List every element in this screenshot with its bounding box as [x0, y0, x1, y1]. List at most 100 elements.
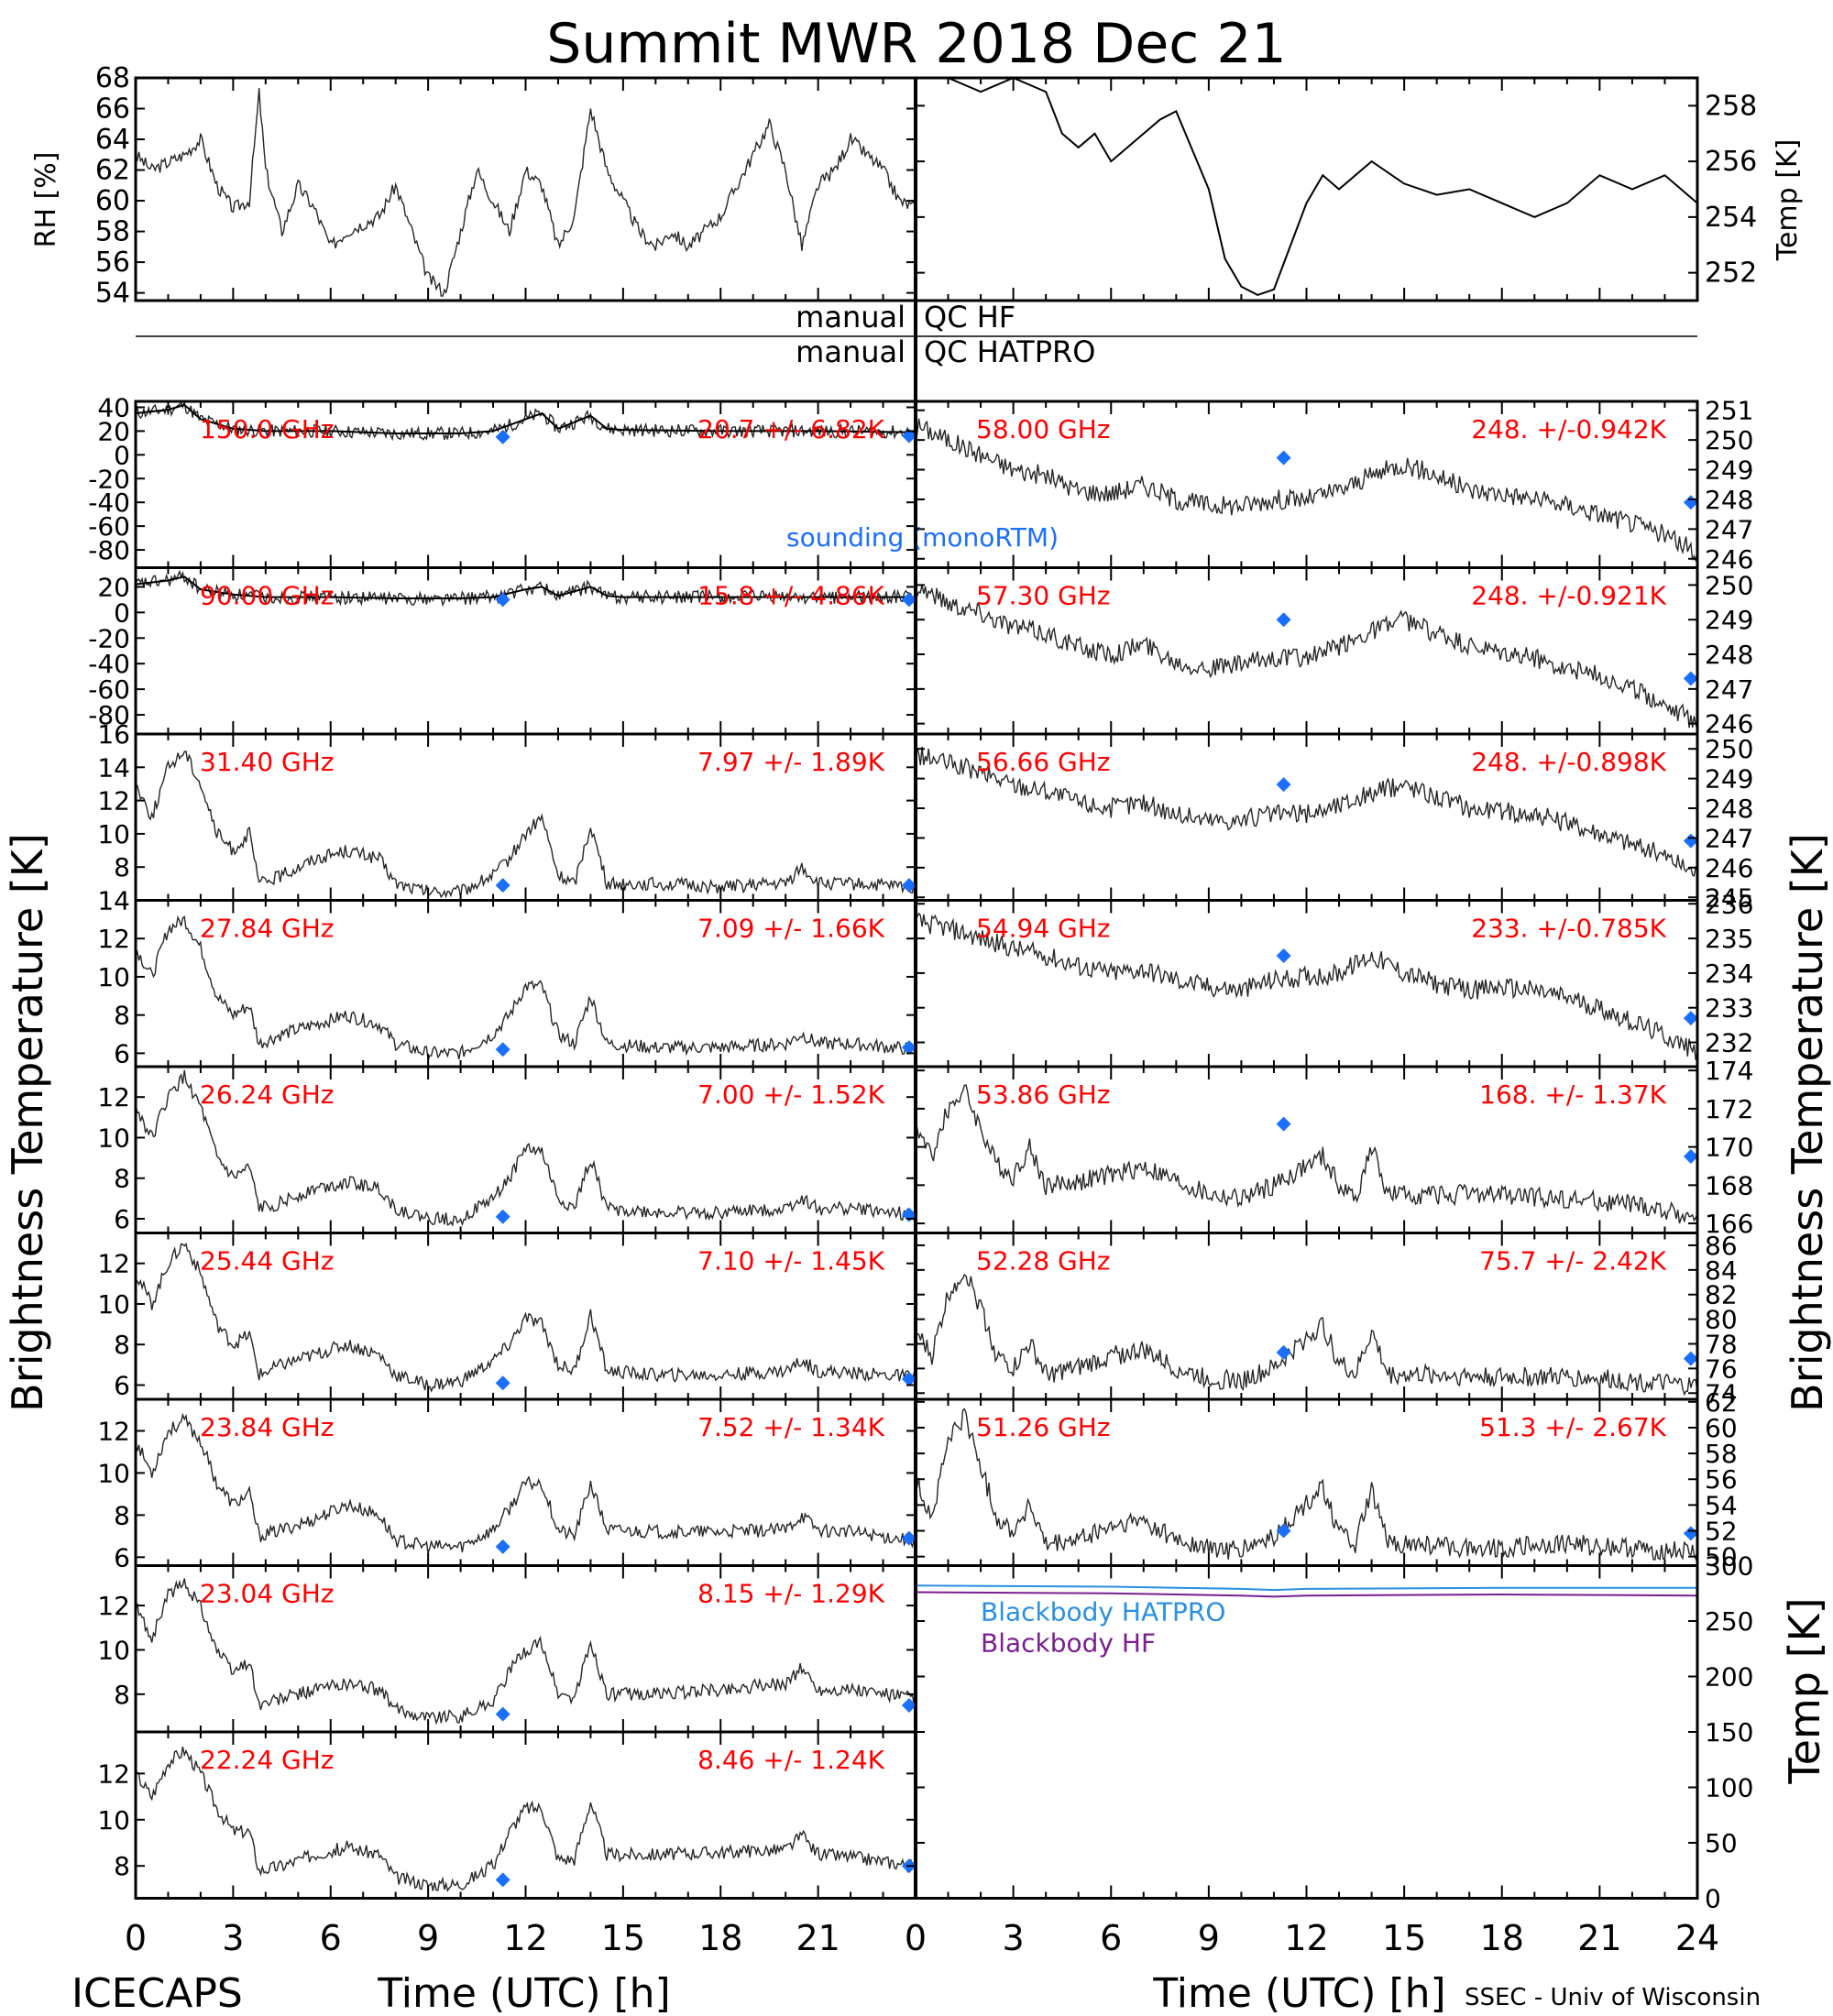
figure-title: Summit MWR 2018 Dec 21	[546, 12, 1286, 76]
panel-left-27.84: 6 8 10 12 14 27.84 GHz 7.09 +/- 1.66K	[97, 886, 917, 1068]
y-tick-label: 14	[97, 886, 130, 916]
x-tick-label: 12	[1284, 1918, 1328, 1958]
y-tick-label: 247	[1705, 823, 1753, 853]
y-tick-label: 58	[95, 216, 130, 248]
stats-label: 168. +/- 1.37K	[1479, 1079, 1666, 1110]
panel-right-53.86: 166 168 170 172 174 53.86 GHz 168. +/- 1.37K	[914, 1056, 1753, 1239]
frequency-label: 23.84 GHz	[200, 1412, 335, 1442]
sounding-marker	[901, 1040, 916, 1056]
stats-label: 248. +/-0.942K	[1471, 414, 1666, 444]
stats-label: 20.7 +/- 6.82K	[697, 414, 884, 444]
sounding-marker	[901, 878, 916, 893]
y-tick-label: 247	[1705, 674, 1753, 705]
y-tick-label: -60	[88, 511, 130, 542]
stats-label: 75.7 +/- 2.42K	[1479, 1246, 1666, 1276]
x-tick-label: 3	[1003, 1918, 1025, 1958]
y-tick-label: 150	[1705, 1717, 1753, 1748]
y-tick-label: 40	[97, 392, 130, 422]
y-tick-label: 56	[1705, 1464, 1738, 1495]
y-tick-label: 60	[95, 185, 130, 217]
qc-area: manual QC HF manual QC HATPRO	[136, 300, 1697, 369]
y-tick-label: 249	[1705, 764, 1753, 794]
stats-label: 8.46 +/- 1.24K	[697, 1745, 884, 1775]
sounding-marker	[495, 1209, 510, 1224]
sounding-marker	[901, 428, 916, 444]
y-tick-label: 86	[1705, 1231, 1738, 1261]
x-tick-label: 0	[905, 1918, 927, 1958]
y-tick-label: 248	[1705, 640, 1753, 670]
y-tick-label: 233	[1705, 993, 1753, 1024]
footer-left: ICECAPS	[71, 1970, 243, 2016]
y-tick-label: 76	[1705, 1353, 1738, 1384]
stats-label: 7.10 +/- 1.45K	[697, 1246, 884, 1276]
panel-left-90: 200-20-40-60-80 90.00 GHz 15.8 +/- 4.86K	[88, 566, 917, 736]
sounding-marker	[495, 1539, 510, 1554]
y-tick-label: 50	[1705, 1828, 1738, 1858]
y-tick-label: 250	[1705, 734, 1753, 764]
y-tick-label: 249	[1705, 605, 1753, 635]
y-tick-label: 54	[95, 278, 130, 310]
qc-right-label-1: QC HF	[924, 300, 1015, 334]
x-tick-label: 18	[698, 1918, 742, 1958]
x-tick-label: 9	[1198, 1918, 1220, 1958]
y-tick-label: 68	[95, 62, 130, 94]
y-tick-label: 170	[1705, 1133, 1753, 1163]
panel-blackbody: 0 50 100 150 200 250 300	[914, 1551, 1753, 1914]
y-tick-label: 10	[97, 1805, 130, 1835]
series-line-0	[915, 1584, 1697, 1592]
sounding-marker	[495, 429, 510, 444]
sounding-marker	[901, 1697, 916, 1713]
sounding-marker	[1683, 671, 1698, 686]
x-tick-label: 9	[417, 1918, 439, 1958]
y-tick-label: 62	[1705, 1387, 1738, 1418]
blackbody-panel: 0 50 100 150 200 250 300 Blackbody HATPROBlackb…	[914, 1551, 1753, 1914]
y-tick-label: 78	[1705, 1330, 1738, 1360]
bb-y-axis-label: Temp [K]	[1780, 1597, 1829, 1784]
y-tick-label: 20	[97, 416, 130, 446]
y-tick-label: 60	[1705, 1413, 1738, 1443]
sounding-marker	[1683, 495, 1698, 510]
y-tick-label: 6	[114, 1038, 130, 1068]
y-tick-label: 258	[1705, 90, 1757, 122]
frequency-label: 52.28 GHz	[976, 1246, 1111, 1276]
y-tick-label: 10	[97, 1458, 130, 1488]
y-tick-label: 12	[97, 1082, 130, 1112]
frequency-label: 25.44 GHz	[200, 1246, 335, 1276]
y-tick-label: 8	[114, 852, 130, 882]
frequency-label: 53.86 GHz	[976, 1079, 1111, 1110]
sounding-marker	[1683, 1149, 1698, 1165]
y-tick-label: 235	[1705, 924, 1753, 954]
y-tick-label: 10	[97, 962, 130, 992]
y-tick-label: 10	[97, 1289, 130, 1320]
y-tick-label: 16	[97, 719, 130, 750]
y-tick-label: -60	[88, 674, 130, 705]
stats-label: 15.8 +/- 4.86K	[697, 581, 884, 611]
frequency-label: 58.00 GHz	[976, 414, 1111, 444]
y-tick-label: 246	[1705, 853, 1753, 883]
x-tick-label: 15	[1382, 1918, 1426, 1958]
sounding-marker	[1276, 1116, 1291, 1132]
y-tick-label: 12	[97, 786, 130, 816]
x-tick-label: 15	[601, 1918, 645, 1958]
y-tick-label: 8	[114, 1164, 130, 1194]
series-trace	[135, 1412, 916, 1553]
footer-right: SSEC - Univ of Wisconsin	[1465, 1984, 1761, 2011]
y-tick-label: 246	[1705, 544, 1753, 575]
y-tick-label: 234	[1705, 959, 1753, 989]
stats-label: 8.15 +/- 1.29K	[697, 1579, 884, 1609]
right-y-axis-label: Brightness Temperature [K]	[1783, 833, 1832, 1412]
frequency-label: 90.00 GHz	[200, 581, 335, 611]
y-tick-label: 52	[1705, 1517, 1738, 1547]
y-tick-label: 200	[1705, 1662, 1753, 1693]
panel-left-23.84: 6 8 10 12 23.84 GHz 7.52 +/- 1.34K	[97, 1397, 917, 1572]
sounding-marker	[901, 592, 916, 608]
y-tick-label: 66	[95, 93, 130, 126]
sounding-marker	[1683, 833, 1698, 849]
series-trace	[135, 1069, 916, 1227]
x-tick-label: 3	[222, 1918, 244, 1958]
frequency-label: 26.24 GHz	[200, 1079, 335, 1110]
frequency-label: 57.30 GHz	[976, 581, 1111, 611]
